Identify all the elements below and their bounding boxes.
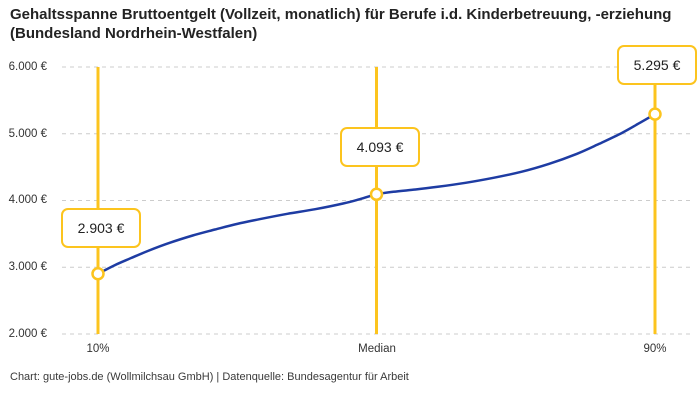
data-point-marker [369,187,384,202]
footer-credit: Chart: gute-jobs.de (Wollmilchsau GmbH) … [10,371,409,383]
value-label-p10: 2.903 € [61,208,141,248]
value-label-p90: 5.295 € [617,45,697,85]
x-axis-tick-label-10pct: 10% [86,343,110,355]
y-axis-tick-label: 6.000 € [8,61,47,73]
value-label-median: 4.093 € [340,127,420,167]
data-point-marker [91,266,105,281]
y-axis-tick-label: 5.000 € [8,128,47,140]
y-axis-tick-label: 4.000 € [8,194,47,206]
x-axis-tick-label-90pct: 90% [643,343,667,355]
page-title: Gehaltsspanne Bruttoentgelt (Vollzeit, m… [10,6,672,43]
y-axis-tick-label: 3.000 € [8,261,47,273]
x-axis-tick-label-median: Median [358,343,396,355]
salary-curve [97,113,656,275]
data-point-marker [648,107,662,121]
y-axis-tick-label: 2.000 € [8,328,47,340]
